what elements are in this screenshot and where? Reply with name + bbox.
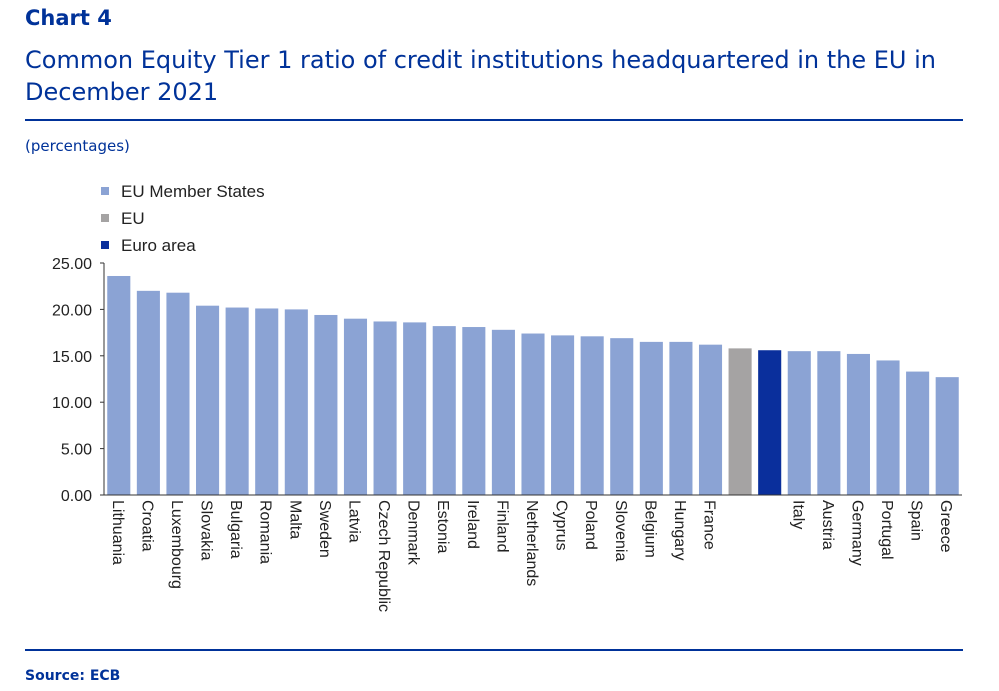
top-divider <box>25 119 963 121</box>
x-category-label: Sweden <box>316 500 333 558</box>
x-category-label: Greece <box>937 500 954 553</box>
bar <box>491 329 515 495</box>
legend-swatch <box>101 187 109 195</box>
bar <box>906 371 930 495</box>
x-category-label: Austria <box>819 500 836 550</box>
legend-label: Euro area <box>121 236 196 255</box>
chart-number-label: Chart 4 <box>25 6 112 30</box>
x-category-label: Estonia <box>434 500 451 553</box>
x-category-label: Hungary <box>671 500 688 560</box>
bar <box>787 351 811 495</box>
source-note: Source: ECB <box>25 668 121 684</box>
legend-swatch <box>101 241 109 249</box>
x-category-label: Latvia <box>345 500 362 543</box>
bar <box>166 292 190 495</box>
x-category-label: Netherlands <box>523 500 540 586</box>
y-tick-label: 25.00 <box>52 256 92 273</box>
bottom-divider <box>25 649 963 651</box>
bar <box>196 305 220 495</box>
x-axis: Lithuania Croatia Luxembourg Slovakia Bulgar… <box>104 494 962 612</box>
bar <box>255 308 279 495</box>
x-category-label: Slovenia <box>612 500 629 561</box>
legend: EU Member States EU Euro area <box>101 182 265 255</box>
x-category-label: Finland <box>493 500 510 552</box>
x-category-label: Lithuania <box>109 500 126 565</box>
bar <box>136 290 160 495</box>
bar <box>728 348 752 495</box>
bar <box>225 307 249 495</box>
legend-label: EU Member States <box>121 182 265 201</box>
legend-swatch <box>101 214 109 222</box>
x-category-label: Belgium <box>641 500 658 558</box>
y-axis: 0.00 5.00 10.00 15.00 20.00 25.00 <box>52 256 105 505</box>
bar <box>107 275 131 495</box>
bar <box>610 338 634 495</box>
bar <box>580 336 604 495</box>
x-category-label: Slovakia <box>198 500 215 561</box>
x-category-label: Ireland <box>464 500 481 549</box>
x-category-label: France <box>701 500 718 550</box>
bar <box>698 344 723 495</box>
x-category-label: Spain <box>908 500 925 541</box>
x-category-label: Cyprus <box>553 500 570 551</box>
bar <box>551 335 575 495</box>
bar <box>462 327 486 495</box>
x-category-label: Malta <box>286 500 303 539</box>
y-tick-label: 15.00 <box>52 349 92 366</box>
y-tick-label: 0.00 <box>61 488 92 505</box>
bar <box>343 318 368 495</box>
bar <box>373 321 397 495</box>
bar <box>669 341 693 495</box>
x-category-label: Croatia <box>138 500 155 552</box>
x-category-label: Bulgaria <box>227 500 244 559</box>
bar <box>639 341 663 495</box>
x-category-label: Portugal <box>878 500 895 560</box>
y-tick-label: 10.00 <box>52 395 92 412</box>
x-category-label: Luxembourg <box>168 500 185 589</box>
y-tick-label: 20.00 <box>52 302 92 319</box>
legend-label: EU <box>121 209 145 228</box>
x-category-label: Italy <box>789 500 806 529</box>
bar <box>432 326 456 495</box>
bar <box>284 309 308 495</box>
bar <box>935 377 959 495</box>
chart-title: Common Equity Tier 1 ratio of credit ins… <box>25 46 936 106</box>
bar <box>758 350 782 495</box>
bars <box>107 275 959 495</box>
bar <box>817 351 841 495</box>
x-category-label: Romania <box>257 500 274 564</box>
y-tick-label: 5.00 <box>61 442 92 459</box>
bar <box>403 322 427 495</box>
x-category-label: Denmark <box>405 500 422 566</box>
bar <box>521 333 545 495</box>
bar <box>846 353 870 495</box>
bar <box>314 314 338 495</box>
bar <box>876 360 900 495</box>
x-category-label: Czech Republic <box>375 500 392 612</box>
x-category-label: Germany <box>848 500 865 566</box>
x-category-label: Poland <box>582 500 599 550</box>
units-label: (percentages) <box>25 137 130 155</box>
